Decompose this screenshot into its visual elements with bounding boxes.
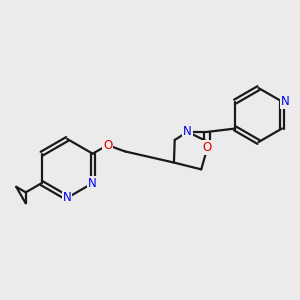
Text: N: N [88, 177, 97, 190]
Text: N: N [63, 191, 72, 204]
Text: O: O [103, 139, 112, 152]
Text: O: O [202, 141, 212, 154]
Text: N: N [183, 125, 192, 138]
Text: N: N [280, 95, 290, 108]
